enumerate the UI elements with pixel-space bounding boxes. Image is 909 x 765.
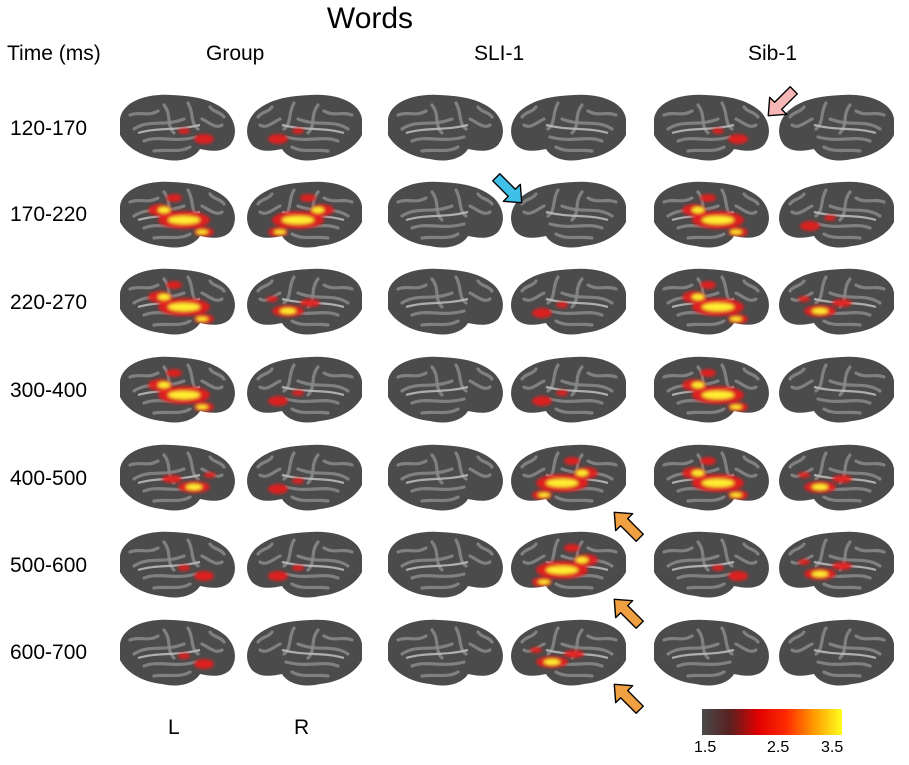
left-hemisphere-brain — [388, 531, 503, 598]
right-hemisphere-brain — [247, 94, 362, 161]
right-hemisphere-brain — [511, 181, 626, 248]
right-hemisphere-brain — [247, 531, 362, 598]
time-label: 120-170 — [10, 117, 88, 140]
figure-title: Words — [326, 2, 414, 35]
right-hemisphere-brain — [779, 268, 894, 335]
cyan-arrow — [492, 173, 523, 204]
left-hemisphere-brain — [120, 181, 235, 248]
column-header-sib: Sib-1 — [748, 42, 798, 65]
right-hemisphere-brain — [511, 531, 626, 598]
left-hemisphere-brain — [120, 619, 235, 686]
left-hemisphere-brain — [654, 531, 769, 598]
right-hemisphere-brain — [247, 356, 362, 423]
time-label: 300-400 — [10, 379, 88, 402]
colorbar-tick-label: 2.5 — [767, 739, 790, 756]
right-hemisphere-brain — [779, 531, 894, 598]
right-hemisphere-brain — [779, 444, 894, 511]
left-hemisphere-brain — [654, 94, 769, 161]
right-hemisphere-brain — [247, 444, 362, 511]
time-label: 170-220 — [10, 203, 88, 226]
right-hemisphere-brain — [247, 268, 362, 335]
orange-arrow — [613, 598, 644, 629]
left-hemisphere-brain — [388, 181, 503, 248]
right-hemisphere-brain — [779, 619, 894, 686]
right-hemisphere-brain — [511, 356, 626, 423]
pink-arrow — [767, 86, 798, 117]
left-hemisphere-brain — [388, 444, 503, 511]
colorbar-tick-label: 1.5 — [694, 739, 717, 756]
column-header-sli: SLI-1 — [474, 42, 525, 65]
left-hemisphere-brain — [120, 268, 235, 335]
right-hemisphere-brain — [247, 619, 362, 686]
right-hemisphere-brain — [247, 181, 362, 248]
right-hemisphere-brain — [511, 444, 626, 511]
column-header-group: Group — [206, 42, 265, 65]
right-hemisphere-brain — [779, 94, 894, 161]
right-hemisphere-label: R — [294, 716, 310, 739]
left-hemisphere-brain — [388, 619, 503, 686]
left-hemisphere-brain — [388, 356, 503, 423]
left-hemisphere-brain — [388, 268, 503, 335]
time-header: Time (ms) — [7, 42, 101, 65]
left-hemisphere-brain — [654, 181, 769, 248]
left-hemisphere-brain — [654, 356, 769, 423]
right-hemisphere-brain — [511, 94, 626, 161]
left-hemisphere-label: L — [168, 716, 180, 739]
colorbar-tick-label: 3.5 — [821, 739, 844, 756]
time-label: 400-500 — [10, 467, 88, 490]
orange-arrow — [613, 683, 644, 714]
right-hemisphere-brain — [779, 181, 894, 248]
time-label: 600-700 — [10, 641, 88, 664]
left-hemisphere-brain — [120, 356, 235, 423]
right-hemisphere-brain — [779, 356, 894, 423]
time-label: 220-270 — [10, 291, 88, 314]
orange-arrow — [613, 511, 644, 542]
left-hemisphere-brain — [654, 619, 769, 686]
left-hemisphere-brain — [120, 94, 235, 161]
left-hemisphere-brain — [388, 94, 503, 161]
right-hemisphere-brain — [511, 619, 626, 686]
right-hemisphere-brain — [511, 268, 626, 335]
left-hemisphere-brain — [654, 444, 769, 511]
time-label: 500-600 — [10, 554, 88, 577]
left-hemisphere-brain — [654, 268, 769, 335]
left-hemisphere-brain — [120, 444, 235, 511]
colorbar — [702, 709, 842, 735]
left-hemisphere-brain — [120, 531, 235, 598]
